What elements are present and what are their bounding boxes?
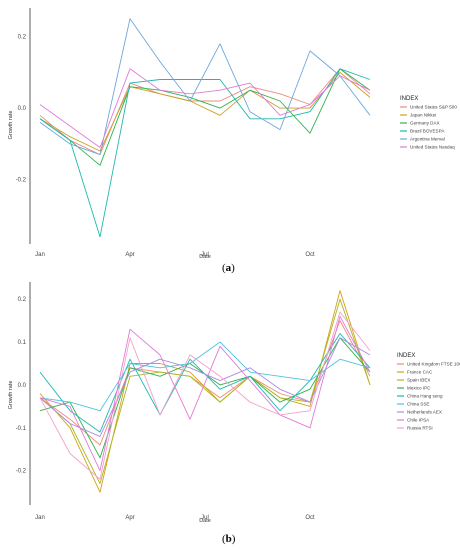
x-tick-label: Oct (305, 515, 315, 521)
x-axis-title: Date (199, 254, 211, 260)
legend-entry: Germany DAX (410, 121, 440, 126)
series-line (40, 312, 370, 479)
legend-entry: China SSE (407, 402, 429, 407)
legend-entry: Argentina Merval (410, 137, 445, 142)
legend-entry: Brazil BOVESPA (410, 129, 445, 134)
series-line (40, 316, 370, 470)
y-axis-title: Growth rate (8, 111, 14, 140)
legend-entry: United States S&P 500 (410, 105, 457, 110)
chart-panel-b: -0.2-0.10.00.10.2 Jan Apr Jul Oct Growth ra… (8, 282, 460, 545)
legend-entry: Russia RTSI (407, 426, 433, 431)
legend-entry: Netherlands AEX (407, 410, 442, 415)
caption-letter: b (226, 533, 232, 545)
series-line (40, 299, 370, 483)
y-tick-label: 0.2 (18, 297, 27, 303)
x-axis-title: Date (199, 518, 211, 524)
legend-entry: Mexico IPC (407, 386, 431, 391)
legend-title: INDEX (397, 353, 415, 359)
legend-entry: Chile IPSA (407, 418, 430, 423)
x-tick-label: Apr (125, 252, 134, 258)
x-tick-label: Jan (35, 515, 45, 521)
legend-title: INDEX (400, 96, 418, 102)
y-tick-label: 0.0 (18, 383, 27, 389)
y-axis-title: Growth rate (8, 381, 14, 410)
legend-entry: Japan Nikkei (410, 113, 436, 118)
x-tick-label: Apr (125, 515, 134, 521)
y-tick-label: -0.2 (16, 469, 27, 475)
caption-a: (a) (222, 262, 235, 274)
x-tick-label: Jan (35, 252, 45, 258)
legend-entry: United Kingdom FTSE 100 (407, 362, 460, 367)
caption-letter: a (226, 262, 232, 274)
caption-b: (b) (222, 533, 236, 545)
y-tick-label: -0.1 (16, 426, 27, 432)
y-tick-label: -0.2 (16, 178, 27, 184)
series-line (40, 338, 370, 458)
y-tick-label: 0.0 (18, 106, 27, 112)
legend: INDEX United States S&P 500 Japan Nikkei G… (400, 96, 457, 150)
x-tick-label: Oct (305, 252, 315, 258)
legend-entry: France CAC (407, 370, 433, 375)
legend-entry: Spain IBEX (407, 378, 431, 383)
legend-entry: China Hang seng (407, 394, 443, 399)
y-tick-label: 0.1 (18, 340, 27, 346)
series-line (40, 19, 370, 155)
y-tick-label: 0.2 (18, 35, 27, 41)
legend: INDEX United Kingdom FTSE 100 France CAC S… (397, 353, 460, 431)
legend-entry: United States Nasdaq (410, 145, 455, 150)
chart-panel-a: -0.20.00.2 Jan Apr Jul Oct Growth rate Date… (8, 8, 457, 274)
